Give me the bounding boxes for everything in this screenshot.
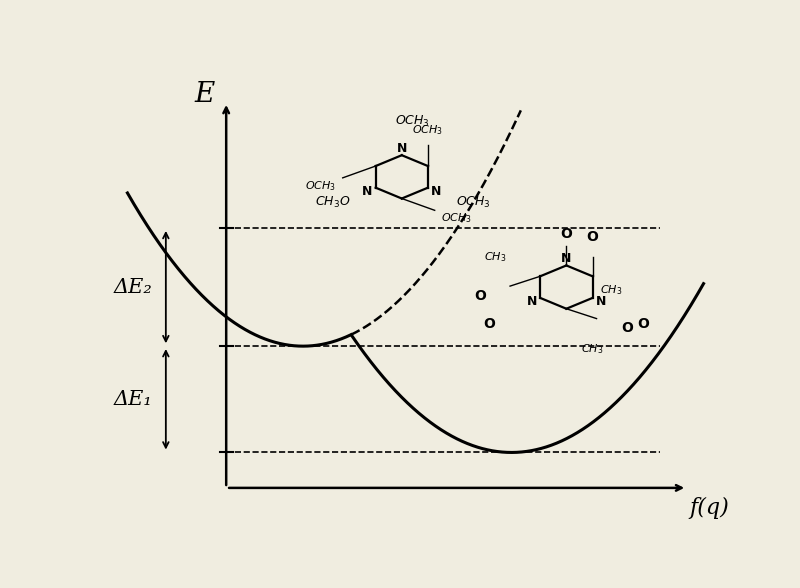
Text: $CH_3$: $CH_3$ [484,250,506,265]
Text: $CH_3O$: $CH_3O$ [315,195,351,210]
Text: N: N [431,185,442,198]
Text: N: N [561,252,571,265]
Text: N: N [526,295,537,308]
Text: E: E [194,81,214,108]
Text: N: N [362,185,372,198]
Text: N: N [596,295,606,308]
Text: $OCH_3$: $OCH_3$ [456,195,490,210]
Text: N: N [397,142,407,155]
Text: O: O [474,289,486,303]
Text: $OCH_3$: $OCH_3$ [395,114,430,129]
Text: $OCH_3$: $OCH_3$ [412,123,443,138]
Text: O: O [561,227,572,241]
Text: O: O [484,318,495,332]
Text: $OCH_3$: $OCH_3$ [441,211,472,225]
Text: O: O [621,322,633,335]
Text: ΔE₂: ΔE₂ [114,278,152,296]
Text: O: O [586,230,598,244]
Text: O: O [638,318,649,332]
Text: $CH_3$: $CH_3$ [600,283,622,297]
Text: f(q): f(q) [689,496,729,519]
Text: ΔE₁: ΔE₁ [114,390,152,409]
Text: $CH_3$: $CH_3$ [582,342,604,356]
Text: $OCH_3$: $OCH_3$ [305,179,336,193]
